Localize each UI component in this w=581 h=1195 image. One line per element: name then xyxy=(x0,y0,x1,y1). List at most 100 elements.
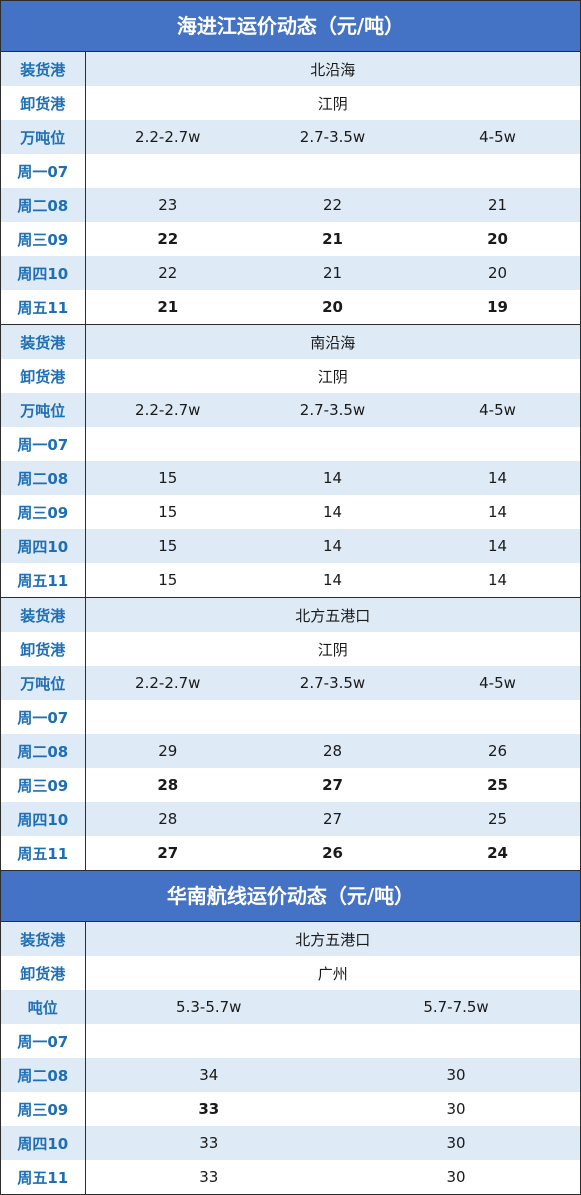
south-title: 华南航线运价动态（元/吨） xyxy=(1,870,580,922)
rate-row: 周一07 xyxy=(1,154,580,188)
unload-port-label: 卸货港 xyxy=(1,632,86,666)
rate-row: 周三09 28 27 25 xyxy=(1,768,580,802)
rate-row: 周五11 27 26 24 xyxy=(1,836,580,870)
jiang-table: 装货港 北沿海 卸货港 江阴 万吨位 2.2-2.7w 2.7-3.5w 4-5w 周一07 周二… xyxy=(1,52,580,870)
jiang-title: 海进江运价动态（元/吨） xyxy=(1,0,580,52)
rate-value xyxy=(85,427,250,461)
load-port-row: 装货港 北沿海 xyxy=(1,52,580,86)
tonnage-label: 吨位 xyxy=(1,990,86,1024)
tonnage-class: 5.3-5.7w xyxy=(85,990,332,1024)
rate-value: 21 xyxy=(415,188,580,222)
tonnage-class: 4-5w xyxy=(415,393,580,427)
tonnage-class: 2.7-3.5w xyxy=(250,393,415,427)
rate-row: 周三09 22 21 20 xyxy=(1,222,580,256)
rate-value: 28 xyxy=(157,776,179,794)
rate-value: 14 xyxy=(415,461,580,495)
tonnage-class: 2.7-3.5w xyxy=(250,120,415,154)
day-label: 周一07 xyxy=(1,154,86,188)
load-port-label: 装货港 xyxy=(1,324,86,359)
day-label: 周四10 xyxy=(1,1126,86,1160)
rate-value: 33 xyxy=(85,1126,332,1160)
rate-value: 15 xyxy=(158,503,178,521)
tonnage-class: 2.2-2.7w xyxy=(85,666,250,700)
rate-value: 21 xyxy=(157,298,179,316)
tonnage-row: 万吨位 2.2-2.7w 2.7-3.5w 4-5w xyxy=(1,393,580,427)
tonnage-label: 万吨位 xyxy=(1,666,86,700)
rate-value xyxy=(85,154,250,188)
day-label: 周二08 xyxy=(1,188,86,222)
load-port-row: 装货港 南沿海 xyxy=(1,324,580,359)
tonnage-class: 2.2-2.7w xyxy=(85,120,250,154)
rate-value: 14 xyxy=(250,529,415,563)
unload-port-label: 卸货港 xyxy=(1,956,86,990)
rate-value: 30 xyxy=(446,1100,466,1118)
rate-value: 15 xyxy=(158,571,178,589)
day-label: 周二08 xyxy=(1,461,86,495)
unload-port-label: 卸货港 xyxy=(1,86,86,120)
rate-value xyxy=(415,154,580,188)
rate-value: 14 xyxy=(487,571,508,589)
rate-value: 33 xyxy=(199,1168,219,1186)
load-port-value: 北沿海 xyxy=(85,52,580,86)
rate-value xyxy=(250,700,415,734)
rate-value: 23 xyxy=(85,188,250,222)
day-label: 周一07 xyxy=(1,700,86,734)
day-label: 周一07 xyxy=(1,1024,86,1058)
load-port-label: 装货港 xyxy=(1,52,86,86)
tonnage-class: 5.7-7.5w xyxy=(332,990,581,1024)
rate-value: 21 xyxy=(250,256,415,290)
rate-value: 28 xyxy=(250,734,415,768)
rate-value: 22 xyxy=(157,230,179,248)
load-port-value: 北方五港口 xyxy=(85,922,581,956)
unload-port-value: 江阴 xyxy=(317,640,348,659)
rate-value: 27 xyxy=(250,802,415,836)
rate-value: 14 xyxy=(322,503,343,521)
load-port-value: 南沿海 xyxy=(85,324,580,359)
tonnage-class: 4-5w xyxy=(415,120,580,154)
day-label: 周四10 xyxy=(1,529,86,563)
rate-value: 20 xyxy=(322,298,343,316)
tonnage-row: 吨位 5.3-5.7w 5.7-7.5w xyxy=(1,990,581,1024)
day-label: 周五11 xyxy=(1,836,86,870)
rate-value: 25 xyxy=(487,776,508,794)
day-label: 周五11 xyxy=(1,1160,86,1194)
tonnage-row: 万吨位 2.2-2.7w 2.7-3.5w 4-5w xyxy=(1,120,580,154)
rate-value: 30 xyxy=(332,1058,581,1092)
rate-row: 周二08 34 30 xyxy=(1,1058,581,1092)
rate-row: 周三09 15 14 14 xyxy=(1,495,580,529)
rate-row: 周五11 21 20 19 xyxy=(1,290,580,325)
rate-row: 周四10 33 30 xyxy=(1,1126,581,1160)
rate-value: 24 xyxy=(487,844,508,862)
day-label: 周二08 xyxy=(1,734,86,768)
tonnage-class: 4-5w xyxy=(415,666,580,700)
rate-value: 30 xyxy=(332,1126,581,1160)
unload-port-label: 卸货港 xyxy=(1,359,86,393)
rate-value: 19 xyxy=(487,298,508,316)
rate-row: 周四10 22 21 20 xyxy=(1,256,580,290)
rate-value xyxy=(415,700,580,734)
day-label: 周五11 xyxy=(1,290,86,325)
jiang-section: 装货港 北沿海 卸货港 江阴 万吨位 2.2-2.7w 2.7-3.5w 4-5w 周一07 周二… xyxy=(1,52,580,325)
day-label: 周三09 xyxy=(1,495,86,529)
rate-value: 33 xyxy=(198,1100,220,1118)
rate-value xyxy=(332,1024,580,1058)
jiang-section: 装货港 北方五港口 卸货港 江阴万吨位 2.2-2.7w 2.7-3.5w 4-5w 周一07… xyxy=(1,597,580,870)
rate-row: 周二08 15 14 14 xyxy=(1,461,580,495)
unload-port-row: 卸货港 江阴 xyxy=(1,632,580,666)
load-port-label: 装货港 xyxy=(1,597,86,632)
tonnage-row: 万吨位 2.2-2.7w 2.7-3.5w 4-5w xyxy=(1,666,580,700)
rate-row: 周一07 xyxy=(1,1024,580,1058)
rate-value: 27 xyxy=(157,844,179,862)
rate-row: 周五11 15 14 14 xyxy=(1,563,580,598)
rate-value: 15 xyxy=(85,529,250,563)
rate-value xyxy=(250,154,415,188)
rate-value xyxy=(415,427,580,461)
unload-port-value: 江阴 xyxy=(317,367,348,386)
rate-value: 34 xyxy=(85,1058,332,1092)
rate-value: 21 xyxy=(322,230,343,248)
unload-port-row: 卸货港 广州 xyxy=(1,956,580,990)
load-port-row: 装货港 北方五港口 xyxy=(1,597,580,632)
rate-row: 周三09 33 30 xyxy=(1,1092,580,1126)
day-label: 周三09 xyxy=(1,1092,86,1126)
tonnage-label: 万吨位 xyxy=(1,393,86,427)
